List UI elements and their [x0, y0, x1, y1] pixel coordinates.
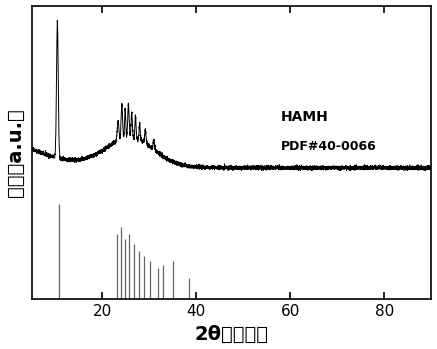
Y-axis label: 强度（a.u.）: 强度（a.u.） — [6, 108, 24, 197]
Text: PDF#40-0066: PDF#40-0066 — [281, 140, 377, 153]
Text: HAMH: HAMH — [281, 110, 329, 124]
X-axis label: 2θ（角度）: 2θ（角度） — [194, 325, 268, 343]
